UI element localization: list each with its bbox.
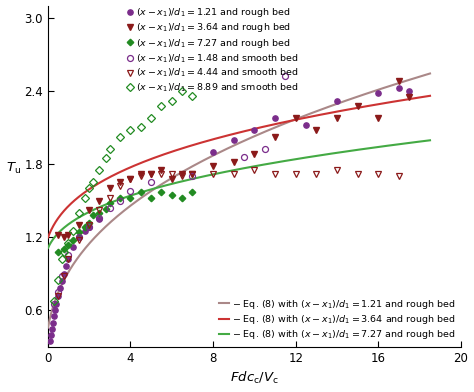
Y-axis label: $T_{\rm u}$: $T_{\rm u}$ bbox=[6, 161, 21, 176]
X-axis label: $Fdc_{\rm c}/V_{\rm c}$: $Fdc_{\rm c}/V_{\rm c}$ bbox=[230, 370, 279, 387]
Legend: $-$ Eq. (8) with $(x-x_1)/d_1 = 1.21$ and rough bed, $-$ Eq. (8) with $(x-x_1)/d: $-$ Eq. (8) with $(x-x_1)/d_1 = 1.21$ an… bbox=[216, 294, 459, 345]
